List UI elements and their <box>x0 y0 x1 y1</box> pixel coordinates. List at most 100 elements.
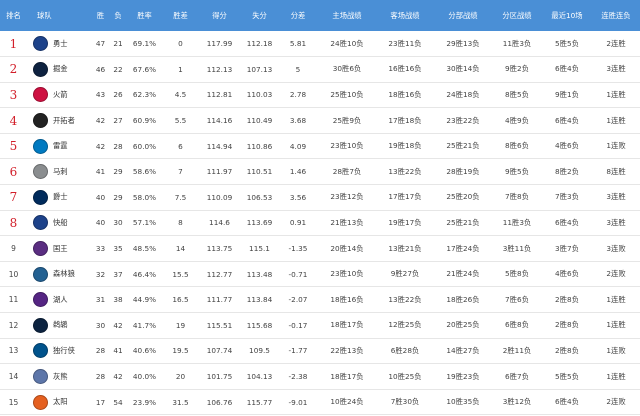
pts-cell: 112.81 <box>206 90 233 100</box>
team-name[interactable]: 国王 <box>53 243 68 253</box>
division-record-cell: 25胜20负 <box>446 192 480 202</box>
team-name[interactable]: 森林狼 <box>53 269 75 279</box>
team-name[interactable]: 湖人 <box>53 294 68 304</box>
home-record-cell: 30胜6负 <box>332 64 362 74</box>
table-row[interactable]: 8 快船 40 30 57.1% 8 114.6 113.69 0.91 21胜13负 19胜17负… <box>0 210 640 236</box>
losses-cell: 54 <box>113 397 123 407</box>
table-row[interactable]: 7 爵士 40 29 58.0% 7.5 110.09 106.53 3.56 23胜12负 17胜… <box>0 185 640 211</box>
home-record-cell: 25胜10负 <box>330 89 364 99</box>
team-link[interactable]: 马刺 <box>27 164 91 180</box>
team-cell[interactable]: 马刺 <box>27 159 91 185</box>
team-cell[interactable]: 快船 <box>27 210 91 236</box>
team-cell[interactable]: 灰熊 <box>27 364 91 390</box>
team-cell[interactable]: 鹈鹕 <box>27 313 91 339</box>
table-row[interactable]: 14 灰熊 28 42 40.0% 20 101.75 104.13 -2.38 18胜17负 10… <box>0 364 640 390</box>
team-name[interactable]: 快船 <box>53 217 68 227</box>
team-name[interactable]: 灰熊 <box>53 371 68 381</box>
streak-cell: 3连胜 <box>606 64 626 74</box>
home-record-cell: 18胜17负 <box>330 371 364 381</box>
table-body: 1 勇士 47 21 69.1% 0 117.99 112.18 5.81 24胜10负 23胜11… <box>0 31 640 415</box>
team-logo-icon <box>33 138 48 154</box>
team-link[interactable]: 湖人 <box>27 292 91 308</box>
table-row[interactable]: 11 湖人 31 38 44.9% 16.5 111.77 113.84 -2.07 18胜16负… <box>0 287 640 313</box>
team-link[interactable]: 快船 <box>27 215 91 231</box>
team-link[interactable]: 开拓者 <box>27 113 91 129</box>
table-row[interactable]: 4 开拓者 42 27 60.9% 5.5 114.16 110.49 3.68 25胜9负 17胜… <box>0 108 640 134</box>
table-row[interactable]: 9 国王 33 35 48.5% 14 113.75 115.1 -1.35 20胜14负 13胜2… <box>0 236 640 262</box>
team-cell[interactable]: 火箭 <box>27 82 91 108</box>
team-cell[interactable]: 开拓者 <box>27 108 91 134</box>
opp-cell: 115.68 <box>246 320 273 330</box>
team-link[interactable]: 独行侠 <box>27 343 91 359</box>
table-row[interactable]: 1 勇士 47 21 69.1% 0 117.99 112.18 5.81 24胜10负 23胜11… <box>0 31 640 57</box>
table-row[interactable]: 12 鹈鹕 30 42 41.7% 19 115.51 115.68 -0.17 18胜17负 12… <box>0 313 640 339</box>
conference-record-cell: 6胜8负 <box>505 320 529 330</box>
team-cell[interactable]: 独行侠 <box>27 338 91 364</box>
team-link[interactable]: 灰熊 <box>27 369 91 385</box>
team-cell[interactable]: 湖人 <box>27 287 91 313</box>
team-link[interactable]: 爵士 <box>27 189 91 205</box>
diff-cell: -1.77 <box>288 346 308 356</box>
team-name[interactable]: 鹈鹕 <box>53 320 68 330</box>
table-row[interactable]: 2 掘金 46 22 67.6% 1 112.13 107.13 5 30胜6负 16胜16负 30胜… <box>0 57 640 83</box>
team-link[interactable]: 鹈鹕 <box>27 317 91 333</box>
table-row[interactable]: 6 马刺 41 29 58.6% 7 111.97 110.51 1.46 28胜7负 13胜22负… <box>0 159 640 185</box>
division-record-cell: 19胜23负 <box>446 371 480 381</box>
team-name[interactable]: 独行侠 <box>53 345 75 355</box>
streak-cell: 1连胜 <box>606 320 626 330</box>
losses-cell: 42 <box>113 320 123 330</box>
away-record-cell: 17胜17负 <box>388 192 422 202</box>
team-cell[interactable]: 森林狼 <box>27 261 91 287</box>
team-link[interactable]: 掘金 <box>27 61 91 77</box>
home-record-cell: 18胜16负 <box>330 294 364 304</box>
team-name[interactable]: 掘金 <box>53 64 68 74</box>
rank-cell: 1 <box>9 36 18 51</box>
pct-cell: 48.5% <box>132 244 157 254</box>
team-name[interactable]: 开拓者 <box>53 115 75 125</box>
home-record-cell: 25胜9负 <box>332 115 362 125</box>
team-cell[interactable]: 掘金 <box>27 57 91 83</box>
team-logo-icon <box>33 241 48 257</box>
team-name[interactable]: 勇士 <box>53 38 68 48</box>
table-row[interactable]: 3 火箭 43 26 62.3% 4.5 112.81 110.03 2.78 25胜10负 18胜… <box>0 82 640 108</box>
losses-cell: 22 <box>113 64 123 74</box>
team-cell[interactable]: 太阳 <box>27 389 91 415</box>
table-row[interactable]: 5 雷霆 42 28 60.0% 6 114.94 110.86 4.09 23胜10负 19胜18… <box>0 133 640 159</box>
team-name[interactable]: 马刺 <box>53 166 68 176</box>
conference-record-cell: 11胜3负 <box>502 217 532 227</box>
gb-cell: 5.5 <box>174 116 187 126</box>
team-link[interactable]: 太阳 <box>27 394 91 410</box>
table-row[interactable]: 13 独行侠 28 41 40.6% 19.5 107.74 109.5 -1.77 22胜13负… <box>0 338 640 364</box>
gb-cell: 0 <box>178 39 183 49</box>
away-record-cell: 9胜27负 <box>390 269 420 279</box>
table-row[interactable]: 15 太阳 17 54 23.9% 31.5 106.76 115.77 -9.01 10胜24负… <box>0 389 640 415</box>
team-link[interactable]: 火箭 <box>27 87 91 103</box>
rank-cell: 9 <box>11 244 16 254</box>
losses-cell: 29 <box>113 192 123 202</box>
header-gb: 胜差 <box>173 10 188 20</box>
team-link[interactable]: 雷霆 <box>27 138 91 154</box>
table-row[interactable]: 10 森林狼 32 37 46.4% 15.5 112.77 113.48 -0.71 23胜10… <box>0 261 640 287</box>
losses-cell: 42 <box>113 372 123 382</box>
team-name[interactable]: 火箭 <box>53 89 68 99</box>
team-name[interactable]: 爵士 <box>53 192 68 202</box>
team-cell[interactable]: 国王 <box>27 236 91 262</box>
rank-cell: 2 <box>9 62 18 77</box>
team-link[interactable]: 森林狼 <box>27 266 91 282</box>
home-record-cell: 23胜10负 <box>330 269 364 279</box>
gb-cell: 7.5 <box>174 192 187 202</box>
team-cell[interactable]: 雷霆 <box>27 133 91 159</box>
wins-cell: 31 <box>95 295 106 305</box>
away-record-cell: 13胜22负 <box>388 294 422 304</box>
team-name[interactable]: 太阳 <box>53 397 68 407</box>
team-cell[interactable]: 爵士 <box>27 185 91 211</box>
opp-cell: 106.53 <box>246 192 273 202</box>
team-link[interactable]: 勇士 <box>27 36 91 52</box>
wins-cell: 42 <box>95 116 106 126</box>
team-name[interactable]: 雷霆 <box>53 141 68 151</box>
losses-cell: 27 <box>113 116 123 126</box>
team-link[interactable]: 国王 <box>27 241 91 257</box>
team-cell[interactable]: 勇士 <box>27 31 91 57</box>
away-record-cell: 13胜21负 <box>388 243 422 253</box>
gb-cell: 19 <box>175 320 186 330</box>
